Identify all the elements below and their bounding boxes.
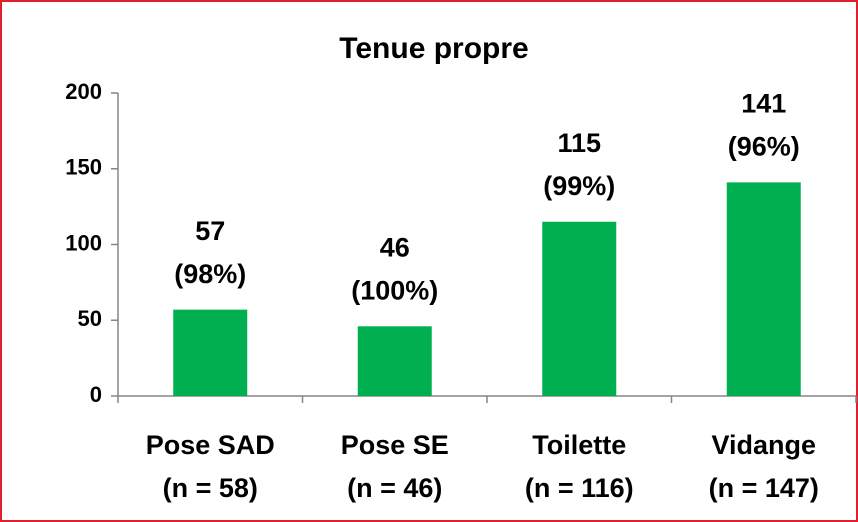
category-count: (n = 58)	[163, 473, 258, 503]
value-label: 141	[741, 89, 786, 119]
value-label: 57	[195, 216, 225, 246]
percent-label: (96%)	[728, 132, 800, 162]
bar	[726, 182, 801, 396]
bar	[173, 309, 248, 396]
chart-title: Tenue propre	[339, 32, 528, 65]
category-count: (n = 116)	[525, 473, 634, 503]
y-tick-label: 200	[65, 79, 102, 104]
x-tick-label: Pose SAD	[146, 430, 275, 460]
category-count: (n = 147)	[709, 473, 819, 503]
value-label: 115	[557, 128, 601, 158]
y-tick-label: 150	[65, 155, 102, 180]
percent-label: (98%)	[174, 259, 246, 289]
percent-label: (100%)	[351, 275, 438, 305]
y-tick-label: 50	[78, 306, 102, 331]
value-label: 46	[380, 232, 410, 262]
x-tick-label: Toilette	[532, 430, 626, 460]
percent-label: (99%)	[543, 171, 615, 201]
bar	[542, 221, 617, 396]
y-tick-label: 100	[65, 230, 102, 255]
category-count: (n = 46)	[347, 473, 442, 503]
bar	[357, 326, 432, 396]
x-tick-label: Pose SE	[341, 430, 449, 460]
x-tick-label: Vidange	[711, 430, 816, 460]
y-tick-label: 0	[90, 382, 102, 407]
